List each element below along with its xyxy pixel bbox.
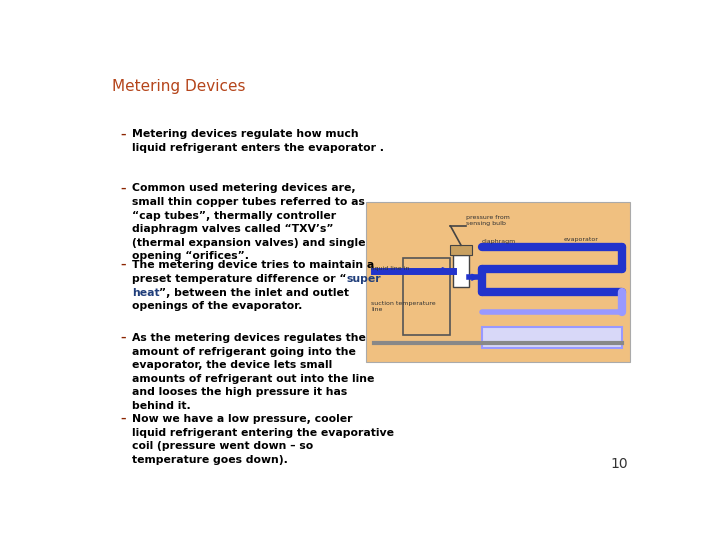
- Text: –: –: [121, 183, 126, 193]
- Text: The metering device tries to maintain a: The metering device tries to maintain a: [132, 260, 374, 270]
- Text: pressure from
sensing bulb: pressure from sensing bulb: [467, 215, 510, 226]
- Text: As the metering devices regulates the
amount of refrigerant going into the
evapo: As the metering devices regulates the am…: [132, 333, 374, 411]
- Text: Common used metering devices are,
small thin copper tubes referred to as
“cap tu: Common used metering devices are, small …: [132, 183, 365, 261]
- Text: –: –: [121, 129, 126, 139]
- Bar: [482, 327, 621, 348]
- Text: suction temperature
line: suction temperature line: [372, 301, 436, 312]
- Text: liquid line in: liquid line in: [372, 266, 410, 271]
- Text: –: –: [121, 414, 126, 424]
- Text: Metering Devices: Metering Devices: [112, 79, 246, 94]
- Bar: [403, 258, 451, 335]
- Bar: [453, 255, 469, 287]
- Text: evaporator: evaporator: [564, 237, 598, 242]
- Text: super: super: [346, 274, 381, 284]
- Text: –: –: [121, 260, 126, 270]
- Text: Now we have a low pressure, cooler
liquid refrigerant entering the evaporative
c: Now we have a low pressure, cooler liqui…: [132, 414, 394, 465]
- Text: heat: heat: [132, 288, 159, 298]
- Text: ”, between the inlet and outlet: ”, between the inlet and outlet: [159, 288, 349, 298]
- Text: diaphragm: diaphragm: [482, 239, 516, 244]
- Text: Metering devices regulate how much
liquid refrigerant enters the evaporator .: Metering devices regulate how much liqui…: [132, 129, 384, 153]
- Text: –: –: [121, 333, 126, 343]
- Text: 10: 10: [611, 457, 629, 471]
- Bar: [451, 245, 472, 255]
- Bar: [366, 202, 629, 362]
- Text: preset temperature difference or “: preset temperature difference or “: [132, 274, 346, 284]
- Text: openings of the evaporator.: openings of the evaporator.: [132, 301, 302, 312]
